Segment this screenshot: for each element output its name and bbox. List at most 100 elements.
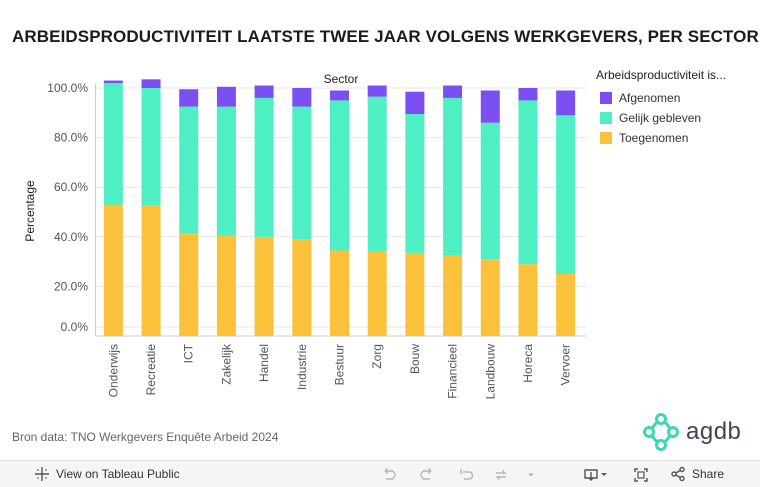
refresh-icon xyxy=(495,470,507,480)
share-button[interactable]: Share xyxy=(670,466,724,482)
bar-toegenomen-zakelijk[interactable] xyxy=(216,235,236,336)
refresh-button[interactable] xyxy=(492,466,510,484)
bar-gelijk-horeca[interactable] xyxy=(518,100,538,265)
x-tick-label: Bouw xyxy=(408,344,422,374)
bar-afgenomen-onderwijs[interactable] xyxy=(103,80,123,84)
bar-gelijk-zakelijk[interactable] xyxy=(216,106,236,236)
x-tick-label: Landbouw xyxy=(483,344,497,400)
bar-gelijk-financieel[interactable] xyxy=(443,97,463,256)
x-tick-label: Bestuur xyxy=(333,344,347,385)
x-tick-label: Vervoer xyxy=(559,344,573,385)
legend-title: Arbeidsproductiviteit is... xyxy=(596,68,727,82)
bar-afgenomen-zorg[interactable] xyxy=(367,85,387,97)
x-tick-label: Horeca xyxy=(521,344,535,383)
view-on-tableau-label: View on Tableau Public xyxy=(56,467,180,481)
bar-toegenomen-ict[interactable] xyxy=(179,233,199,336)
bar-afgenomen-financieel[interactable] xyxy=(443,85,463,98)
bar-afgenomen-handel[interactable] xyxy=(254,85,274,98)
bar-toegenomen-financieel[interactable] xyxy=(443,255,463,336)
legend-label: Toegenomen xyxy=(619,131,689,145)
bar-gelijk-bouw[interactable] xyxy=(405,114,425,253)
sector-header: Sector xyxy=(324,72,359,86)
x-tick-label: ICT xyxy=(182,343,196,363)
bar-toegenomen-landbouw[interactable] xyxy=(480,259,500,336)
bar-gelijk-vervoer[interactable] xyxy=(556,115,576,274)
bar-gelijk-handel[interactable] xyxy=(254,97,274,237)
agdb-logo-icon xyxy=(643,413,679,451)
tableau-icon xyxy=(35,467,49,481)
x-tick-label: Recreatie xyxy=(144,344,158,396)
x-tick-label: Zorg xyxy=(370,344,384,369)
y-tick-label: 80.0% xyxy=(54,131,88,145)
x-tick-label: Handel xyxy=(257,344,271,382)
y-tick-label: 100.0% xyxy=(47,81,88,95)
bar-afgenomen-landbouw[interactable] xyxy=(480,90,500,123)
legend-swatch xyxy=(600,112,612,124)
y-tick-label: 0.0% xyxy=(61,320,89,334)
logo-text: agdb xyxy=(686,418,742,445)
download-icon xyxy=(584,469,607,481)
view-on-tableau-button[interactable]: View on Tableau Public xyxy=(34,466,180,482)
legend-item-toegenomen[interactable]: Toegenomen xyxy=(596,128,756,148)
legend-item-afgenomen[interactable]: Afgenomen xyxy=(596,88,756,108)
bar-gelijk-ict[interactable] xyxy=(179,106,199,234)
bar-gelijk-industrie[interactable] xyxy=(292,106,312,240)
redo-icon xyxy=(420,468,432,480)
agdb-logo[interactable]: agdb xyxy=(642,412,741,452)
revert-icon xyxy=(460,469,474,480)
legend-item-gelijk[interactable]: Gelijk gebleven xyxy=(596,108,756,128)
bar-toegenomen-industrie[interactable] xyxy=(292,239,312,336)
bar-gelijk-recreatie[interactable] xyxy=(141,88,161,206)
x-tick-label: Financieel xyxy=(446,344,460,399)
bar-afgenomen-ict[interactable] xyxy=(179,89,199,107)
bar-afgenomen-vervoer[interactable] xyxy=(556,90,576,116)
bar-toegenomen-vervoer[interactable] xyxy=(556,274,576,336)
legend-swatch xyxy=(600,132,612,144)
y-tick-label: 20.0% xyxy=(54,279,88,293)
download-button[interactable] xyxy=(582,466,610,484)
bar-afgenomen-recreatie[interactable] xyxy=(141,79,161,88)
bar-afgenomen-horeca[interactable] xyxy=(518,88,538,101)
bar-toegenomen-handel[interactable] xyxy=(254,236,274,336)
bars xyxy=(103,79,576,336)
y-tick-label: 60.0% xyxy=(54,180,88,194)
bar-toegenomen-onderwijs[interactable] xyxy=(103,204,123,336)
chevron-down-icon xyxy=(528,473,534,477)
bar-toegenomen-bouw[interactable] xyxy=(405,252,425,336)
x-axis: Onderwijs Recreatie ICT Zakelijk Handel Indus… xyxy=(106,343,572,399)
bar-gelijk-bestuur[interactable] xyxy=(330,100,349,251)
y-tick-label: 40.0% xyxy=(54,230,88,244)
legend-label: Afgenomen xyxy=(619,91,681,105)
bar-gelijk-landbouw[interactable] xyxy=(480,122,500,260)
chart-title: ARBEIDSPRODUCTIVITEIT LAATSTE TWEE JAAR … xyxy=(12,27,759,46)
legend-swatch xyxy=(600,92,612,104)
bar-toegenomen-bestuur[interactable] xyxy=(330,250,349,336)
bar-gelijk-zorg[interactable] xyxy=(367,96,387,252)
revert-button[interactable] xyxy=(458,466,476,484)
x-tick-label: Zakelijk xyxy=(219,343,233,385)
x-tick-label: Industrie xyxy=(295,344,309,390)
legend: Arbeidsproductiviteit is... Afgenomen Ge… xyxy=(596,68,756,148)
fullscreen-icon xyxy=(634,468,648,482)
tableau-toolbar: View on Tableau Public Share xyxy=(0,460,760,487)
bar-toegenomen-horeca[interactable] xyxy=(518,264,538,336)
y-axis-label: Percentage xyxy=(23,180,37,242)
bar-toegenomen-zorg[interactable] xyxy=(367,251,387,336)
bar-afgenomen-zakelijk[interactable] xyxy=(216,86,236,107)
bar-toegenomen-recreatie[interactable] xyxy=(141,205,161,336)
undo-button[interactable] xyxy=(380,466,398,484)
share-icon xyxy=(671,466,685,482)
bar-afgenomen-bestuur[interactable] xyxy=(330,90,349,101)
bar-afgenomen-bouw[interactable] xyxy=(405,91,425,115)
x-tick-label: Onderwijs xyxy=(106,344,120,397)
bar-afgenomen-industrie[interactable] xyxy=(292,88,312,107)
undo-icon xyxy=(384,468,396,480)
redo-button[interactable] xyxy=(418,466,436,484)
share-label: Share xyxy=(692,467,725,481)
source-note: Bron data: TNO Werkgevers Enquête Arbeid… xyxy=(12,430,279,444)
y-axis: 0.0% 20.0% 40.0% 60.0% 80.0% 100.0% xyxy=(47,81,586,337)
fullscreen-button[interactable] xyxy=(632,466,650,484)
bar-chart: 0.0% 20.0% 40.0% 60.0% 80.0% 100.0% Onderwijs… xyxy=(23,72,586,399)
bar-gelijk-onderwijs[interactable] xyxy=(103,83,123,205)
refresh-dropdown[interactable] xyxy=(522,466,540,484)
